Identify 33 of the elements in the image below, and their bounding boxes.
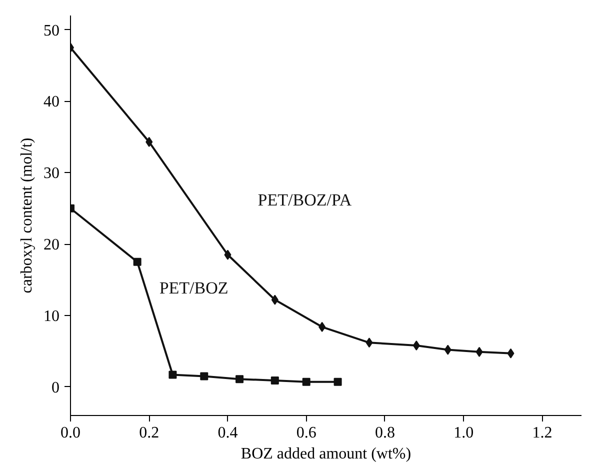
y-tick-label: 0 — [52, 379, 60, 396]
point — [476, 346, 483, 357]
y-tick-label: 40 — [44, 94, 60, 111]
series-label: PET/BOZ — [159, 278, 228, 298]
text: PET/BOZ/PA — [258, 190, 352, 210]
point — [507, 348, 514, 358]
x-tick-label: 0.6 — [296, 424, 316, 442]
x-tick-label: 0.0 — [60, 424, 80, 442]
point — [200, 372, 208, 380]
point — [444, 344, 452, 355]
point — [168, 370, 177, 379]
point — [318, 322, 326, 332]
y-tick-label: 50 — [44, 22, 60, 40]
y-tick-label: 20 — [44, 236, 60, 254]
point — [236, 375, 244, 384]
x-tick-label: 1.0 — [454, 424, 474, 442]
x-tick-label: 0.2 — [139, 424, 160, 442]
point — [270, 376, 279, 384]
y-tick-label: 10 — [44, 308, 60, 325]
y-axis-title: carboxyl content (mol/t) — [18, 138, 36, 294]
point — [412, 340, 420, 350]
point — [302, 378, 310, 386]
point — [334, 378, 342, 386]
point — [146, 136, 153, 147]
point — [133, 258, 142, 266]
point — [224, 250, 232, 260]
x-tick-label: 1.2 — [532, 424, 552, 442]
x-tick-label: 0.8 — [374, 424, 395, 442]
y-tick-label: 30 — [44, 165, 60, 182]
point — [271, 294, 278, 305]
point — [366, 338, 373, 348]
x-tick-label: 0.4 — [218, 424, 238, 442]
x-axis-title: BOZ added amount (wt%) — [240, 446, 412, 462]
